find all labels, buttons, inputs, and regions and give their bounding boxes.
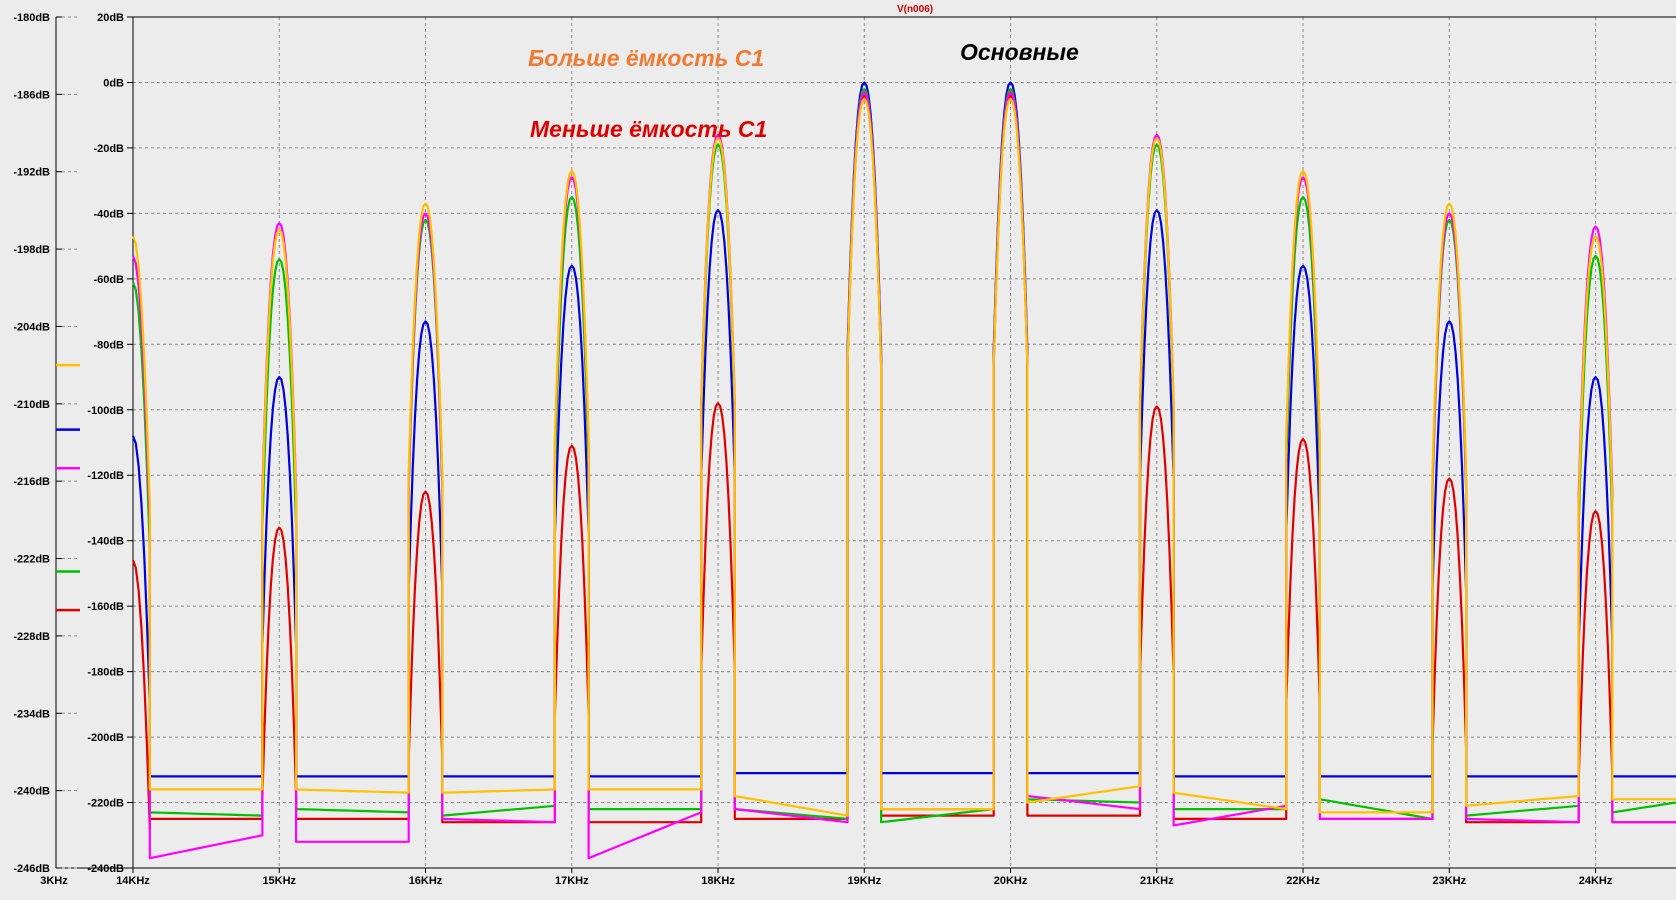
y-tick-label: -20dB: [93, 143, 124, 155]
x-tick-label: 14KHz: [116, 875, 150, 887]
x-tick-label: 18KHz: [701, 875, 735, 887]
x-tick-label: 24KHz: [1579, 875, 1613, 887]
series-line-1: [131, 81, 1676, 778]
trace-markers: [56, 363, 80, 612]
y-tick-label: -80dB: [93, 339, 124, 351]
x-tick-label: 20KHz: [994, 875, 1028, 887]
y-tick-label: -160dB: [87, 601, 124, 613]
left-bottom-label: 3KHz: [40, 875, 68, 887]
axes: [55, 16, 1676, 869]
x-tick-label: 22KHz: [1286, 875, 1320, 887]
x-tick-label: 23KHz: [1432, 875, 1466, 887]
y-tick-label: -180dB: [87, 667, 124, 679]
left-tick-label: -204dB: [13, 321, 50, 333]
y-tick-label: -140dB: [87, 536, 124, 548]
left-tick-label: -186dB: [13, 89, 50, 101]
left-tick-label: -198dB: [13, 244, 50, 256]
left-tick-label: -222dB: [13, 554, 50, 566]
y-tick-label: 0dB: [103, 77, 124, 89]
x-tick-label: 21KHz: [1140, 875, 1174, 887]
series-line-0: [131, 94, 1676, 830]
trace-title[interactable]: V(n006): [897, 4, 933, 15]
annotation-more-c1: Больше ёмкость С1: [528, 45, 764, 71]
y-tick-label: -200dB: [87, 732, 124, 744]
left-tick-label: -180dB: [13, 12, 50, 24]
y-tick-label: -60dB: [93, 274, 124, 286]
left-tick-label: -210dB: [13, 399, 50, 411]
annotation-main: Основные: [960, 39, 1079, 65]
annotation-less-c1: Меньше ёмкость С1: [530, 116, 767, 142]
x-tick-label: 15KHz: [262, 875, 296, 887]
x-tick-label: 16KHz: [409, 875, 443, 887]
traces: [131, 81, 1676, 860]
left-axis-labels: -180dB -186dB -192dB -198dB -204dB -210dB -216…: [13, 12, 80, 887]
x-tick-label: 19KHz: [847, 875, 881, 887]
left-tick-label: -240dB: [13, 786, 50, 798]
x-axis-labels: 14KHz 15KHz 16KHz 17KHz 18KHz 19KHz 20KHz 21KHz…: [116, 875, 1613, 887]
left-tick-label: -234dB: [13, 708, 50, 720]
left-tick-label: -228dB: [13, 631, 50, 643]
series-line-4: [131, 97, 1676, 817]
left-tick-label: -192dB: [13, 167, 50, 179]
y-tick-label: -240dB: [87, 863, 124, 875]
y-tick-label: -220dB: [87, 798, 124, 810]
y-tick-label: 20dB: [97, 12, 124, 24]
y-tick-label: -100dB: [87, 405, 124, 417]
y-axis-labels: 20dB 0dB -20dB -40dB -60dB -80dB -100dB -120dB -…: [87, 12, 124, 875]
x-tick-label: 17KHz: [555, 875, 589, 887]
grid: [127, 16, 1676, 873]
left-tick-label: -246dB: [13, 863, 50, 875]
y-tick-label: -40dB: [93, 208, 124, 220]
left-tick-label: -216dB: [13, 476, 50, 488]
y-tick-label: -120dB: [87, 470, 124, 482]
